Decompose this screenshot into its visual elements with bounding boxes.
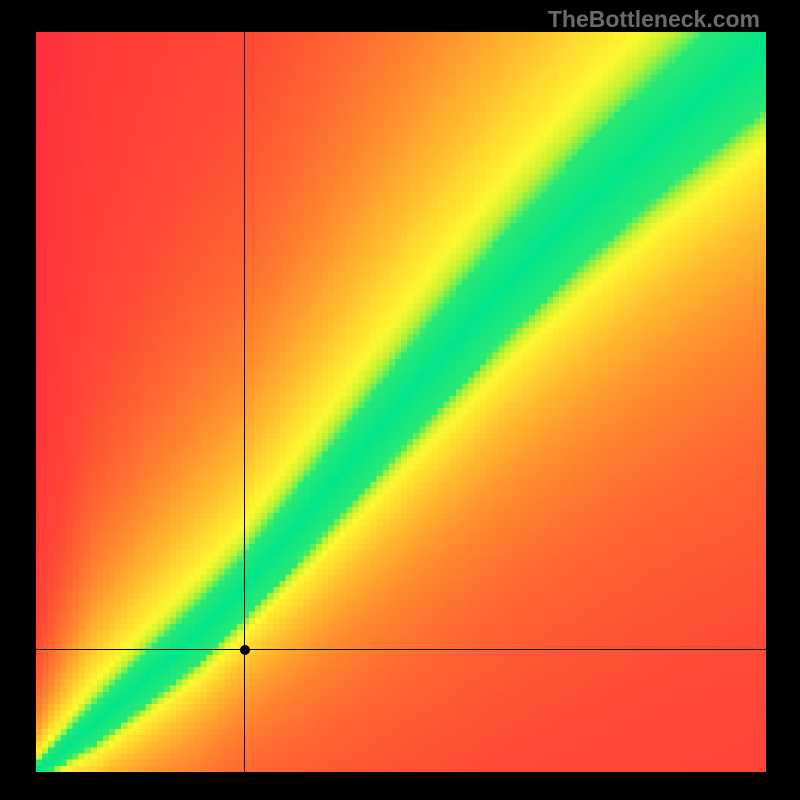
crosshair-vertical bbox=[244, 32, 245, 772]
plot-area bbox=[36, 32, 766, 772]
marker-point bbox=[240, 645, 250, 655]
bottleneck-heatmap bbox=[36, 32, 766, 772]
crosshair-horizontal bbox=[36, 649, 766, 650]
chart-container: TheBottleneck.com bbox=[0, 0, 800, 800]
watermark-text: TheBottleneck.com bbox=[548, 6, 760, 33]
